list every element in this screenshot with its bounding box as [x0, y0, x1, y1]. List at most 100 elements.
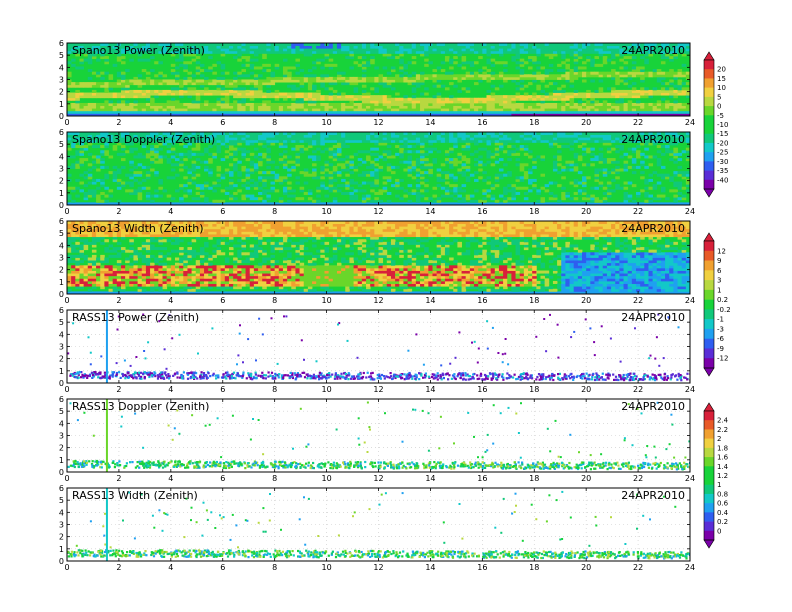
heatmap-cell: [590, 43, 595, 47]
heatmap-cell: [204, 186, 209, 190]
heatmap-cell: [474, 134, 479, 138]
heatmap-cell: [145, 139, 151, 143]
heatmap-cell: [673, 110, 678, 114]
heatmap-cell: [328, 147, 334, 151]
heatmap-cell: [328, 155, 334, 159]
heatmap-cell: [274, 178, 280, 182]
heatmap-cell: [544, 95, 550, 99]
heatmap-cell: [253, 102, 259, 106]
heatmap-cell: [665, 134, 670, 138]
heatmap-cell: [249, 108, 255, 112]
heatmap-cell: [382, 113, 388, 116]
heatmap-cell: [87, 50, 93, 54]
heatmap-cell: [179, 155, 184, 159]
heatmap-cell: [636, 145, 641, 149]
heatmap-cell: [440, 97, 446, 101]
heatmap-cell: [399, 48, 404, 52]
heatmap-cell: [523, 76, 529, 80]
heatmap-cell: [195, 82, 201, 86]
heatmap-cell: [411, 165, 417, 169]
heatmap-cell: [644, 110, 649, 114]
heatmap-cell: [606, 45, 612, 49]
heatmap-cell: [532, 186, 537, 190]
heatmap-cell: [532, 74, 537, 78]
heatmap-cell: [312, 155, 317, 159]
heatmap-cell: [432, 69, 438, 73]
heatmap-cell: [582, 71, 587, 75]
heatmap-cell: [125, 79, 130, 83]
heatmap-cell: [677, 113, 683, 116]
heatmap-cell: [648, 89, 654, 93]
heatmap-cell: [233, 100, 238, 104]
heatmap-cell: [461, 100, 467, 104]
heatmap-cell: [67, 275, 72, 279]
heatmap-cell: [83, 113, 89, 116]
heatmap-cell: [652, 45, 658, 49]
heatmap-cell: [253, 45, 259, 49]
heatmap-cell: [341, 202, 346, 205]
heatmap-cell: [370, 58, 375, 62]
heatmap-cell: [598, 139, 604, 143]
heatmap-cell: [503, 48, 508, 52]
heatmap-cell: [79, 223, 85, 227]
heatmap-cell: [656, 50, 662, 54]
heatmap-cell: [361, 137, 367, 141]
heatmap-cell: [428, 48, 433, 52]
heatmap-cell: [519, 145, 525, 149]
heatmap-cell: [478, 132, 483, 136]
heatmap-cell: [478, 50, 483, 54]
heatmap-cell: [282, 134, 288, 138]
heatmap-cell: [241, 92, 246, 96]
heatmap-cell: [469, 202, 475, 205]
heatmap-cell: [253, 53, 259, 57]
heatmap-cell: [403, 142, 408, 146]
heatmap-cell: [349, 102, 354, 106]
heatmap-cell: [224, 97, 230, 101]
heatmap-cell: [100, 95, 105, 99]
heatmap-cell: [656, 134, 662, 138]
heatmap-cell: [386, 168, 392, 172]
heatmap-cell: [569, 84, 575, 88]
heatmap-cell: [486, 58, 492, 62]
heatmap-cell: [374, 132, 379, 136]
heatmap-cell: [204, 87, 209, 91]
heatmap-cell: [270, 92, 276, 96]
heatmap-cell: [411, 95, 417, 99]
heatmap-cell: [440, 202, 446, 205]
heatmap-cell: [274, 134, 280, 138]
heatmap-cell: [262, 199, 267, 203]
heatmap-cell: [565, 97, 570, 101]
heatmap-cell: [631, 171, 637, 175]
heatmap-cell: [557, 108, 562, 112]
heatmap-cell: [137, 53, 143, 57]
heatmap-cell: [345, 163, 350, 167]
heatmap-cell: [67, 48, 72, 52]
heatmap-cell: [145, 43, 151, 47]
heatmap-cell: [573, 168, 579, 172]
heatmap-cell: [183, 132, 188, 136]
heatmap-cell: [108, 194, 114, 198]
heatmap-cell: [220, 53, 226, 57]
heatmap-cell: [428, 100, 433, 104]
heatmap-cell: [357, 202, 363, 205]
heatmap-cell: [199, 152, 205, 156]
heatmap-cell: [415, 97, 421, 101]
heatmap-cell: [282, 189, 288, 193]
heatmap-cell: [631, 137, 637, 141]
heatmap-cell: [125, 132, 130, 136]
heatmap-cell: [253, 84, 259, 88]
heatmap-cell: [91, 260, 97, 264]
heatmap-cell: [162, 108, 168, 112]
heatmap-cell: [320, 134, 325, 138]
x-tick-label: 22: [633, 118, 643, 127]
heatmap-cell: [349, 134, 354, 138]
heatmap-cell: [71, 145, 76, 149]
heatmap-cell: [611, 71, 616, 75]
heatmap-cell: [494, 176, 500, 180]
heatmap-cell: [444, 158, 450, 162]
heatmap-cell: [395, 165, 400, 169]
heatmap-cell: [75, 221, 80, 225]
heatmap-cell: [378, 95, 384, 99]
heatmap-cell: [552, 181, 558, 185]
heatmap-cell: [469, 134, 475, 138]
